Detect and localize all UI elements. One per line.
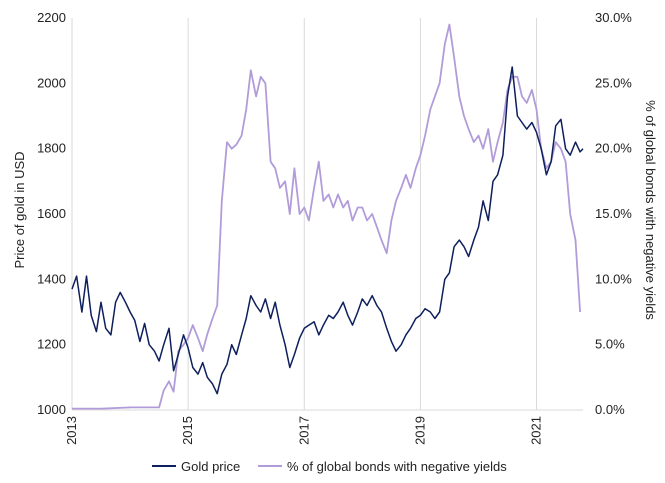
x-tick-label: 2015 (180, 416, 195, 445)
x-axis: 2013 2015 2017 2019 2021 (64, 409, 583, 445)
series-group (71, 23, 584, 410)
grid (71, 18, 538, 410)
y-axis-left-label: Price of gold in USD (12, 151, 27, 268)
y-right-tick-label: 15.0% (595, 206, 632, 221)
y-left-tick-label: 2000 (37, 75, 66, 90)
series-line-gold-price (71, 66, 584, 395)
y-right-tick-label: 20.0% (595, 141, 632, 156)
y-axis-left: 1000 1200 1400 1600 1800 2000 2200 (37, 10, 66, 417)
y-axis-right: 0.0% 5.0% 10.0% 15.0% 20.0% 25.0% 30.0% (595, 10, 632, 417)
legend-label-negative-yields: % of global bonds with negative yields (287, 459, 507, 474)
y-left-tick-label: 1800 (37, 141, 66, 156)
y-right-tick-label: 0.0% (595, 402, 625, 417)
y-left-tick-label: 1000 (37, 402, 66, 417)
y-left-tick-label: 1200 (37, 337, 66, 352)
x-tick-label: 2021 (529, 416, 544, 445)
y-right-tick-label: 25.0% (595, 75, 632, 90)
x-tick-label: 2019 (412, 416, 427, 445)
y-left-tick-label: 1400 (37, 271, 66, 286)
x-tick-label: 2017 (296, 416, 311, 445)
y-left-tick-label: 2200 (37, 10, 66, 25)
legend-label-gold-price: Gold price (181, 459, 240, 474)
y-right-tick-label: 5.0% (595, 337, 625, 352)
series-line-negative-yields (72, 23, 581, 410)
y-left-tick-label: 1600 (37, 206, 66, 221)
y-axis-right-label: % of global bonds with negative yields (643, 100, 658, 320)
y-right-tick-label: 30.0% (595, 10, 632, 25)
x-tick-label: 2013 (64, 416, 79, 445)
legend: Gold price % of global bonds with negati… (152, 459, 507, 474)
y-right-tick-label: 10.0% (595, 271, 632, 286)
